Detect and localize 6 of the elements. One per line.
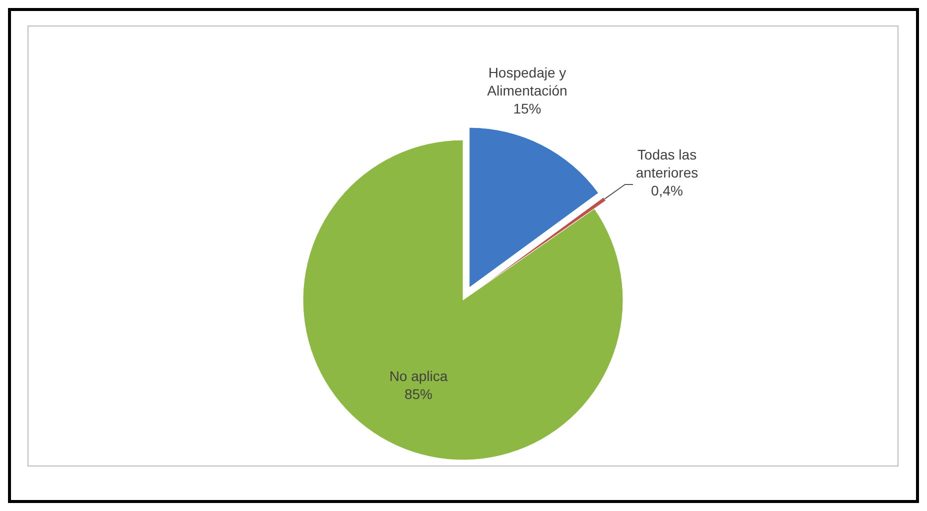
data-label: 0,4% xyxy=(651,182,683,198)
slice-label: No aplica xyxy=(389,368,448,384)
slice-label: Hospedaje y Alimentación xyxy=(487,64,568,99)
data-label: 15% xyxy=(513,100,542,117)
data-label: 85% xyxy=(404,386,433,402)
slice-label: Todas las anteriores xyxy=(636,146,698,180)
